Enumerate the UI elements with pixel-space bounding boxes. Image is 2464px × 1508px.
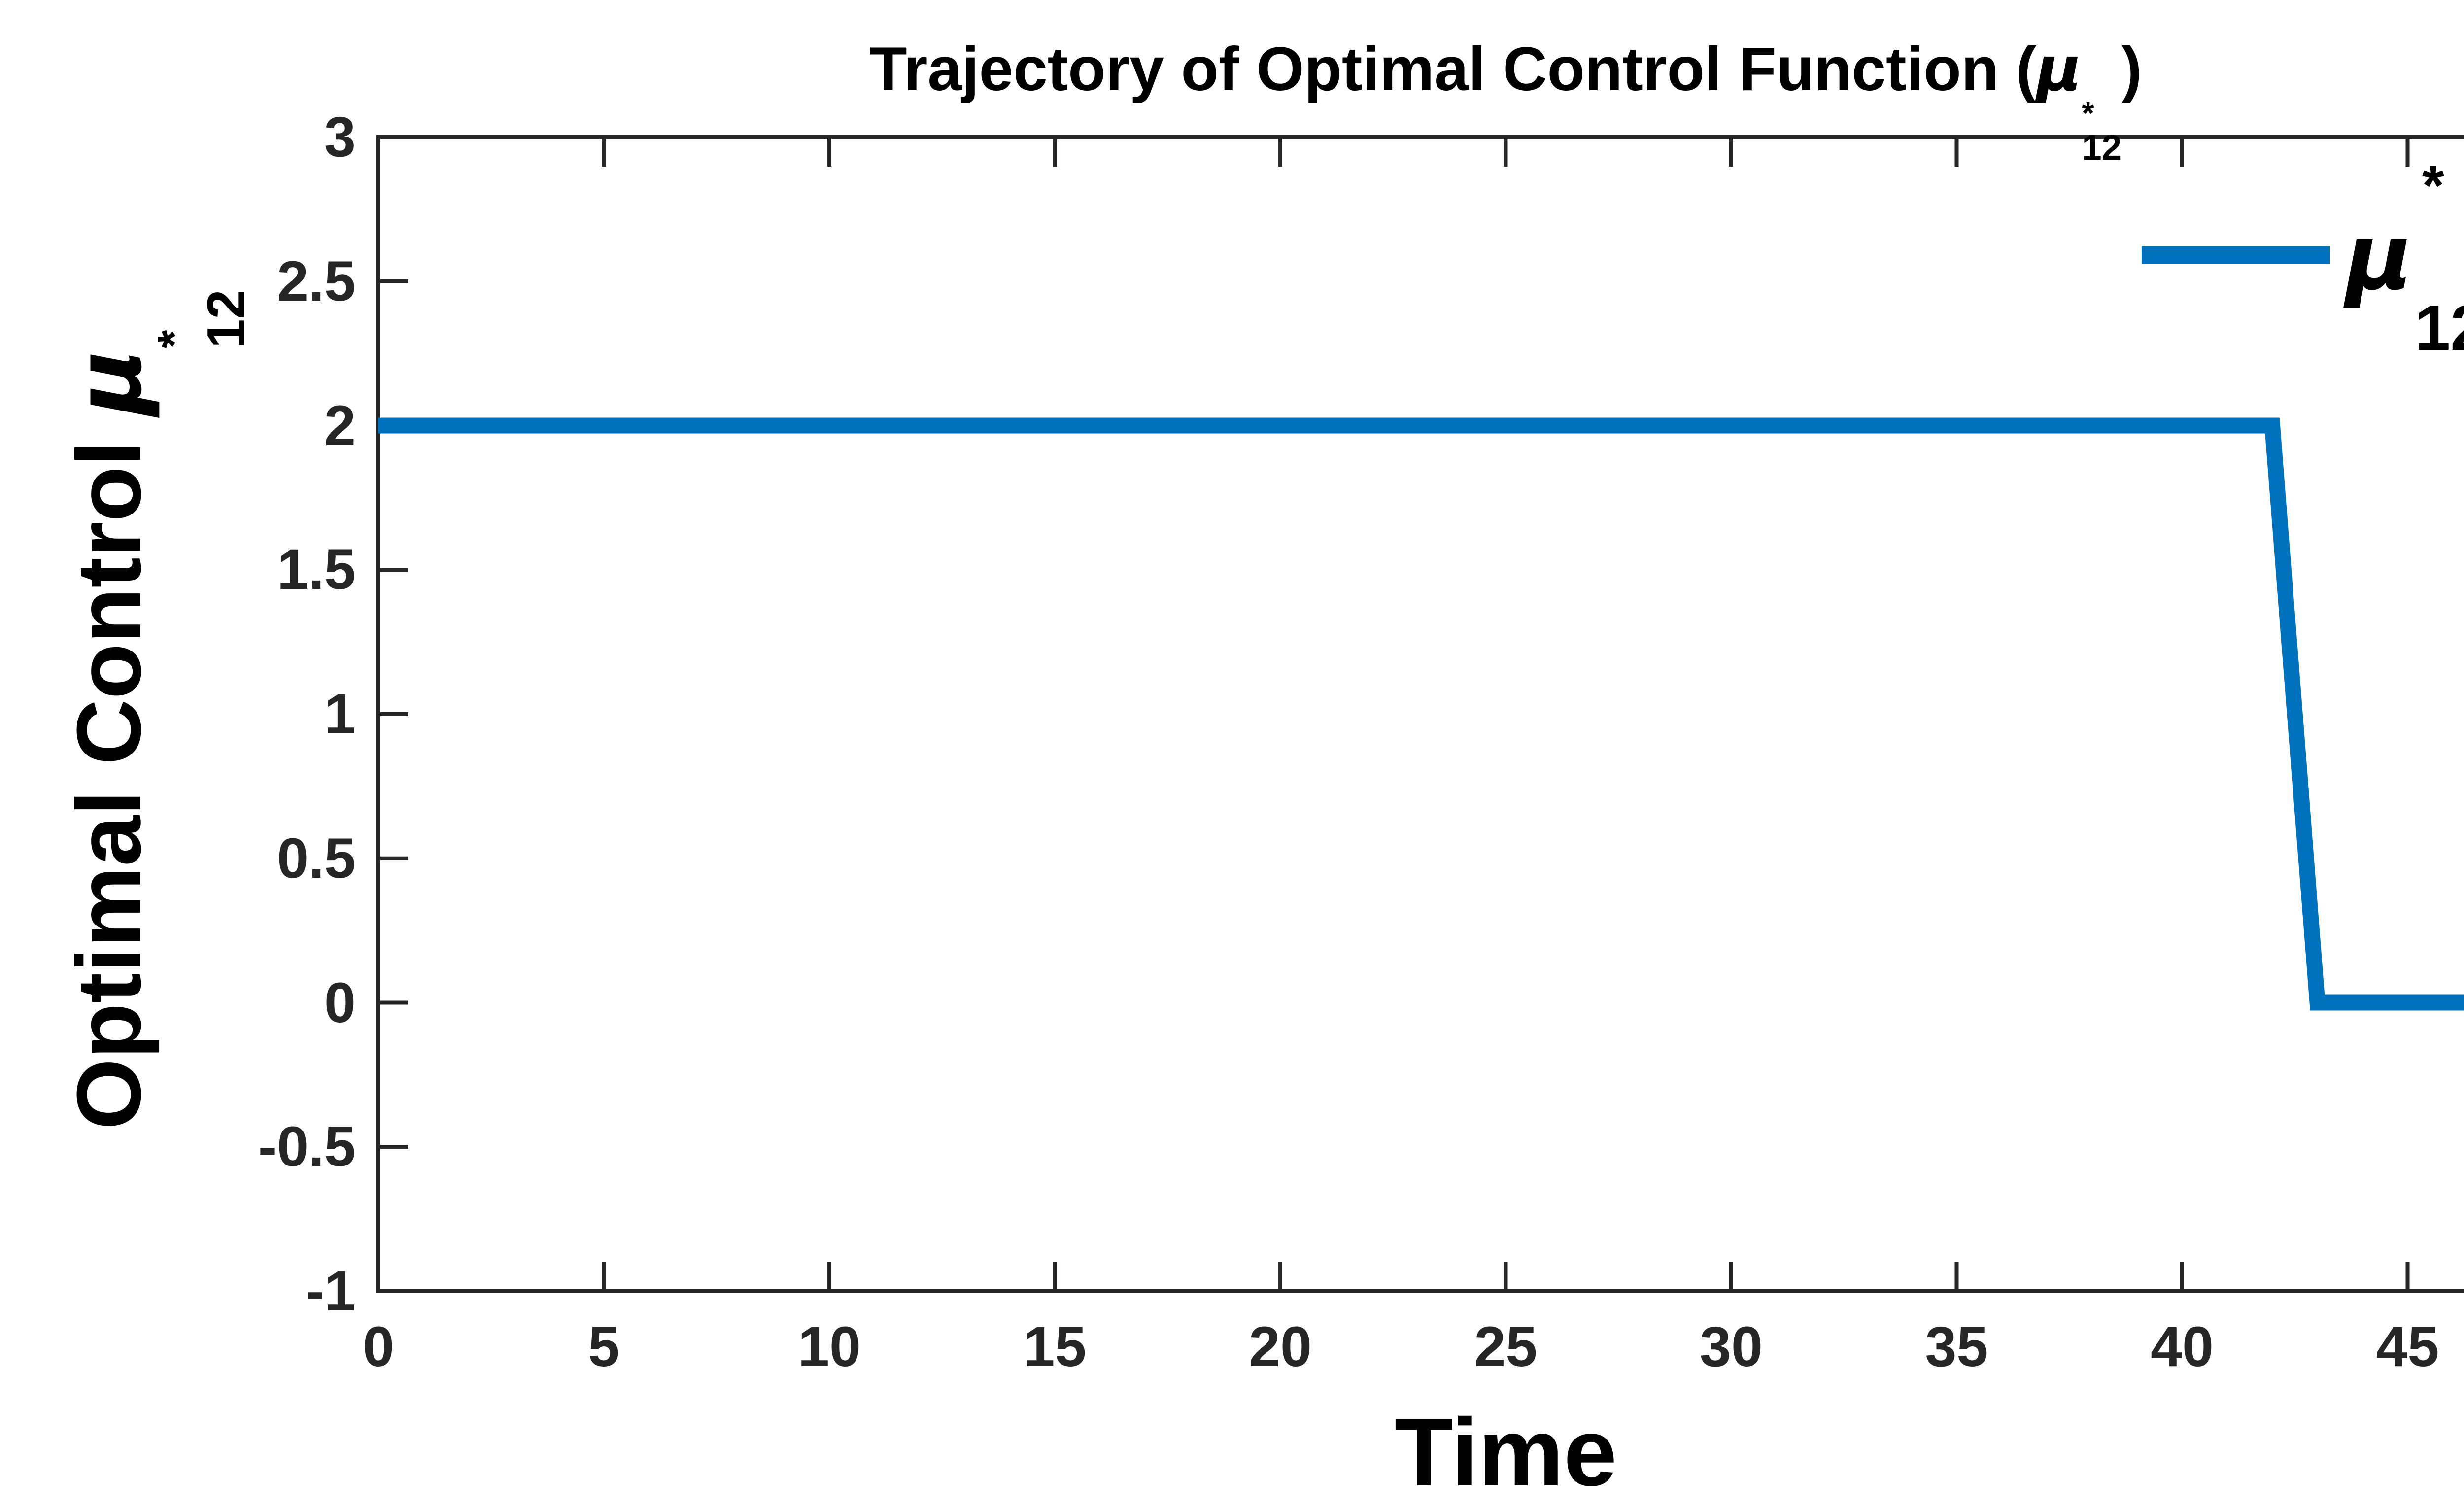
x-tick-label: 45 [2376, 1315, 2439, 1378]
y-tick-label: 1 [324, 683, 356, 746]
y-tick-label: 0 [324, 971, 356, 1034]
chart-title-close: ) [2122, 35, 2142, 103]
mu-superscript: * [148, 330, 201, 349]
y-tick-label: 3 [324, 105, 356, 169]
x-axis-label: Time [1394, 1399, 1617, 1506]
y-tick-label: 2 [324, 394, 356, 457]
y-tick-label: 1.5 [277, 538, 356, 602]
x-tick-label: 10 [798, 1315, 861, 1378]
x-tick-label: 25 [1474, 1315, 1538, 1378]
data-line [378, 417, 2464, 1011]
y-tick-label: -0.5 [258, 1115, 356, 1179]
x-tick-label: 30 [1700, 1315, 1763, 1378]
x-tick-label: 20 [1249, 1315, 1312, 1378]
x-tick-label: 5 [588, 1315, 620, 1378]
y-tick-label: -1 [305, 1260, 356, 1323]
x-tick-label: 35 [1925, 1315, 1988, 1378]
mu-subscript: 12 [2082, 128, 2122, 168]
y-tick-label: 2.5 [277, 249, 356, 313]
legend-mu-subscript: 12 [2415, 292, 2464, 364]
x-tick-label: 40 [2151, 1315, 2214, 1378]
y-tick-label: 0.5 [277, 826, 356, 890]
plot-border [376, 135, 2464, 1293]
chart-title-text: Trajectory of Optimal Control Function ( [869, 35, 2037, 103]
legend-mu-symbol: μ [2346, 204, 2413, 310]
x-tick-label: 15 [1023, 1315, 1087, 1378]
x-tick-label: 0 [363, 1315, 394, 1378]
legend-mu-superscript: * [2422, 154, 2444, 217]
legend-line-swatch [2142, 246, 2330, 264]
mu-symbol: μ [2036, 34, 2082, 105]
chart-title: Trajectory of Optimal Control Function (… [378, 33, 2464, 168]
mu-supsub: * 12 [2082, 95, 2122, 168]
mu-superscript: * [2082, 95, 2094, 131]
